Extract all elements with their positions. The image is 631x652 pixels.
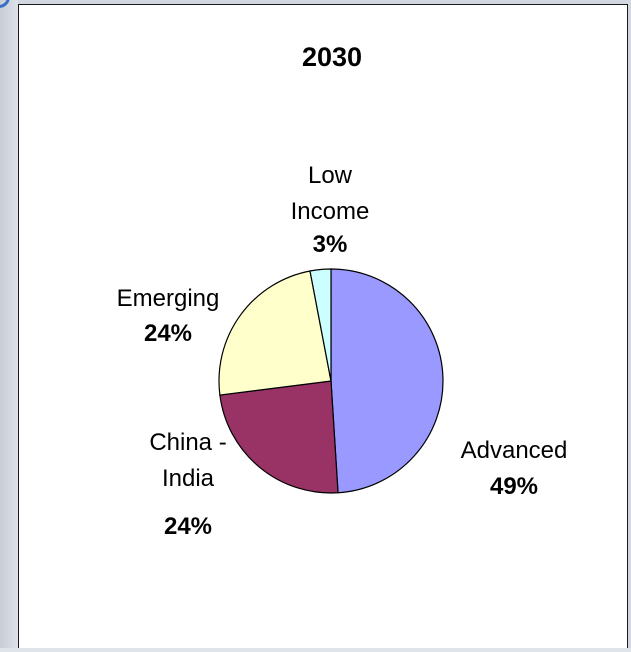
- chart-title: 2030: [302, 42, 362, 72]
- slice-label-low-income: Low Income: [291, 162, 370, 225]
- pie-slice-low-income: [309, 268, 332, 382]
- pie-slice-china-india: [219, 380, 339, 494]
- pie-slices: [218, 268, 444, 494]
- left-border-strip: [0, 0, 18, 648]
- slice-value-low-income: 3%: [313, 231, 348, 258]
- slice-value-advanced: 49%: [490, 473, 538, 500]
- slice-value-emerging: 24%: [144, 320, 192, 347]
- chart-panel: 2030 Advanced 49% China -India 24% Emerging 2…: [18, 4, 628, 648]
- slice-value-china-india: 24%: [164, 513, 212, 540]
- slice-label-china-india: China -India: [149, 429, 226, 492]
- pie-labels: Advanced 49% China -India 24% Emerging 24% Low…: [117, 162, 568, 540]
- pie-slice-emerging: [218, 270, 332, 396]
- pie-chart: 2030 Advanced 49% China -India 24% Emerging 2…: [117, 42, 568, 540]
- slice-label-advanced: Advanced: [461, 437, 568, 464]
- slice-label-emerging: Emerging: [117, 285, 220, 312]
- pie-slice-advanced: [330, 268, 444, 494]
